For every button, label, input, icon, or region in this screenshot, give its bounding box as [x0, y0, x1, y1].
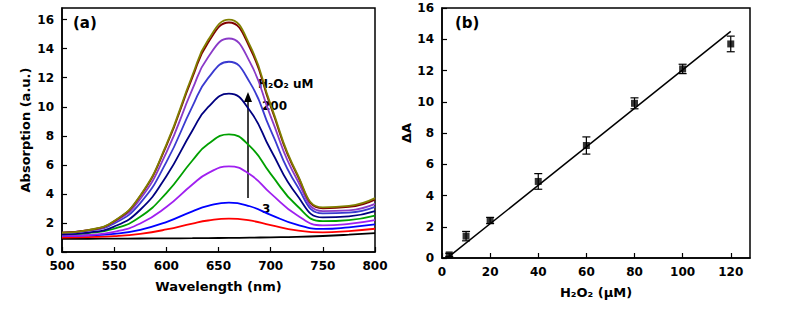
- svg-text:6: 6: [46, 158, 54, 172]
- svg-text:700: 700: [258, 259, 283, 273]
- svg-text:4: 4: [46, 187, 54, 201]
- svg-text:14: 14: [37, 42, 54, 56]
- svg-text:Wavelength (nm): Wavelength (nm): [155, 279, 281, 294]
- svg-text:0: 0: [438, 265, 446, 279]
- svg-text:16: 16: [37, 13, 54, 27]
- svg-text:500: 500: [49, 259, 74, 273]
- svg-text:14: 14: [417, 32, 434, 46]
- svg-text:550: 550: [102, 259, 127, 273]
- svg-text:16: 16: [417, 1, 434, 15]
- svg-text:3: 3: [262, 202, 271, 216]
- svg-text:12: 12: [37, 71, 54, 85]
- svg-text:200: 200: [262, 99, 288, 113]
- svg-text:20: 20: [482, 265, 499, 279]
- svg-text:2: 2: [426, 220, 434, 234]
- svg-text:120: 120: [718, 265, 743, 279]
- svg-text:80: 80: [626, 265, 643, 279]
- svg-text:4: 4: [426, 189, 434, 203]
- svg-text:H₂O₂ (μM): H₂O₂ (μM): [560, 285, 632, 300]
- svg-text:(a): (a): [73, 14, 97, 32]
- svg-text:H₂O₂ uM: H₂O₂ uM: [258, 77, 314, 91]
- svg-text:600: 600: [154, 259, 179, 273]
- svg-text:10: 10: [417, 95, 434, 109]
- svg-text:8: 8: [46, 129, 54, 143]
- svg-text:0: 0: [46, 245, 54, 259]
- svg-text:Absorption (a.u.): Absorption (a.u.): [18, 68, 33, 193]
- svg-text:10: 10: [37, 100, 54, 114]
- svg-text:0: 0: [426, 251, 434, 265]
- svg-text:100: 100: [670, 265, 695, 279]
- svg-text:6: 6: [426, 157, 434, 171]
- svg-text:60: 60: [578, 265, 595, 279]
- svg-text:750: 750: [310, 259, 335, 273]
- svg-text:800: 800: [362, 259, 387, 273]
- svg-text:(b): (b): [455, 14, 479, 32]
- svg-text:ΔA: ΔA: [399, 123, 414, 143]
- svg-text:40: 40: [530, 265, 547, 279]
- svg-text:650: 650: [206, 259, 231, 273]
- svg-text:8: 8: [426, 126, 434, 140]
- svg-text:12: 12: [417, 64, 434, 78]
- svg-text:2: 2: [46, 216, 54, 230]
